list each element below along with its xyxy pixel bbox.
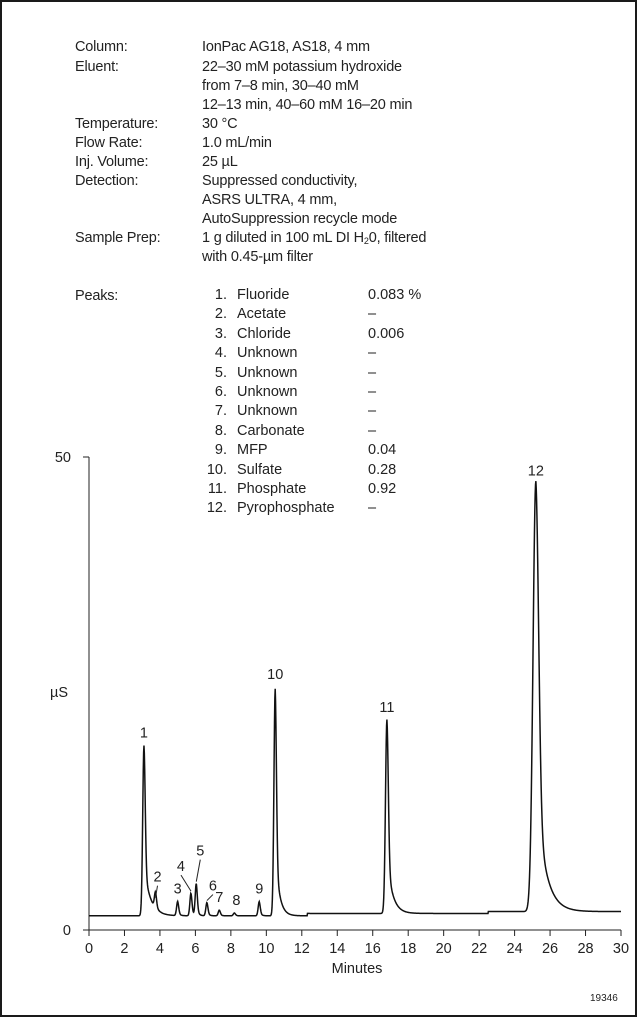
- peak-amount: 0.083 %: [368, 287, 422, 303]
- x-tick-label: 28: [577, 941, 593, 957]
- x-tick-label: 10: [258, 941, 274, 957]
- peak-number: 7.: [214, 403, 227, 420]
- detection-line-1: Suppressed conductivity,: [202, 173, 358, 189]
- temperature-label: Temperature:: [75, 116, 159, 132]
- x-tick-label: 2: [120, 941, 128, 957]
- detection-line-3: AutoSuppression recycle mode: [202, 211, 398, 227]
- peak-amount: –: [368, 345, 377, 362]
- peak-amount: 0.92: [368, 481, 397, 497]
- peak-number: 5.: [214, 364, 227, 381]
- peak-amount: 0.28: [368, 461, 397, 478]
- flow-rate-value: 1.0 mL/min: [202, 135, 272, 151]
- detection-line-2: ASRS ULTRA, 4 mm,: [202, 192, 337, 208]
- peak-number: 9.: [214, 442, 227, 459]
- peak-amount: –: [368, 364, 377, 381]
- peak-label: 4: [177, 859, 185, 875]
- peak-name: MFP: [237, 442, 268, 459]
- peak-number: 8.: [214, 422, 227, 439]
- peak-amount: 0.04: [368, 442, 397, 459]
- peak-leader: [155, 885, 158, 898]
- y-axis-label: µS: [50, 685, 68, 701]
- eluent-line-2: from 7–8 min, 30–40 mM: [202, 78, 359, 94]
- peak-label: 1: [140, 726, 148, 742]
- peak-amount: –: [368, 403, 377, 420]
- eluent-label: Eluent:: [75, 59, 119, 75]
- peak-amount: –: [368, 500, 377, 517]
- x-tick-label: 8: [227, 941, 235, 957]
- x-tick-label: 18: [400, 941, 416, 957]
- x-tick-label: 20: [436, 941, 452, 957]
- peak-label: 3: [174, 882, 182, 898]
- eluent-line-1: 22–30 mM potassium hydroxide: [202, 59, 402, 75]
- x-tick-label: 16: [365, 941, 381, 957]
- x-tick-label: 26: [542, 941, 558, 957]
- peak-leader: [195, 859, 201, 882]
- peak-name: Unknown: [237, 403, 298, 420]
- x-tick-label: 0: [85, 941, 93, 957]
- flow-rate-label: Flow Rate:: [75, 135, 143, 151]
- peak-number: 2.: [214, 306, 227, 323]
- peak-label: 6: [209, 879, 217, 895]
- x-tick-label: 6: [191, 941, 199, 957]
- detection-label: Detection:: [75, 173, 139, 189]
- peak-name: Pyrophosphate: [237, 500, 335, 517]
- peak-label: 10: [267, 667, 283, 683]
- peak-amount: –: [368, 422, 377, 439]
- x-tick-label: 4: [156, 941, 164, 957]
- peak-name: Unknown: [237, 364, 298, 381]
- inj-volume-label: Inj. Volume:: [75, 154, 149, 170]
- column-label: Column:: [75, 39, 128, 55]
- column-value: IonPac AG18, AS18, 4 mm: [202, 39, 370, 55]
- chromatogram-trace: [89, 481, 621, 917]
- peak-label: 12: [528, 463, 544, 479]
- x-tick-label: 22: [471, 941, 487, 957]
- y-tick-label: 0: [63, 923, 71, 939]
- peak-label: 8: [232, 893, 240, 909]
- peak-name: Carbonate: [237, 422, 305, 439]
- peak-label: 5: [196, 844, 204, 860]
- figure-id: 19346: [590, 993, 618, 1004]
- peak-number: 12.: [206, 500, 227, 517]
- inj-volume-value: 25 µL: [202, 154, 238, 170]
- peak-leader: [180, 874, 192, 892]
- eluent-line-3: 12–13 min, 40–60 mM 16–20 min: [202, 97, 413, 113]
- peak-number: 4.: [214, 345, 227, 362]
- x-tick-label: 30: [613, 941, 629, 957]
- peak-number: 3.: [214, 325, 227, 342]
- x-axis-label: Minutes: [332, 961, 383, 977]
- sample-prep-line-2: with 0.45-µm filter: [202, 249, 313, 265]
- peak-label: 2: [153, 870, 161, 886]
- peak-number: 1.: [214, 287, 227, 303]
- peak-name: Fluoride: [237, 287, 290, 303]
- x-tick-label: 24: [507, 941, 523, 957]
- peak-number: 10.: [206, 461, 227, 478]
- peak-amount: –: [368, 384, 377, 400]
- peak-leader: [206, 894, 214, 901]
- peak-amount: 0.006: [368, 325, 405, 342]
- peak-name: Acetate: [237, 306, 287, 323]
- peak-number: 6.: [214, 384, 227, 400]
- y-tick-label: 50: [55, 450, 71, 466]
- peak-name: Unknown: [237, 345, 298, 362]
- peak-label: 7: [215, 890, 223, 906]
- peak-name: Phosphate: [237, 481, 307, 497]
- temperature-value: 30 °C: [202, 116, 238, 132]
- peak-name: Chloride: [237, 325, 291, 342]
- sample-prep-line-1: 1 g diluted in 100 mL DI H20, filtered: [202, 230, 427, 246]
- sample-prep-label: Sample Prep:: [75, 230, 161, 246]
- peak-label: 11: [379, 700, 394, 716]
- x-tick-label: 14: [329, 941, 345, 957]
- peak-name: Sulfate: [237, 461, 283, 478]
- peak-amount: –: [368, 306, 377, 323]
- peaks-label: Peaks:: [75, 288, 119, 304]
- peak-label: 9: [255, 882, 263, 898]
- peak-number: 11.: [207, 481, 227, 497]
- peak-name: Unknown: [237, 384, 298, 400]
- x-tick-label: 12: [294, 941, 310, 957]
